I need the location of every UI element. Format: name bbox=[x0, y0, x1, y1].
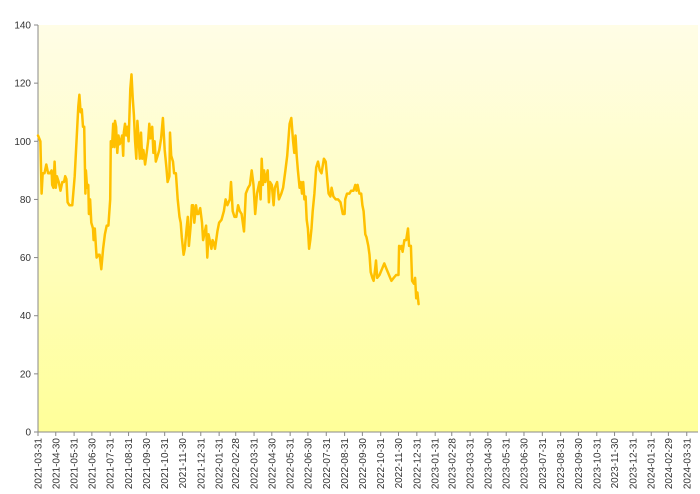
x-tick-label: 2024-03-31 bbox=[682, 438, 693, 490]
x-tick-label: 2022-08-31 bbox=[340, 438, 351, 490]
plot-background bbox=[38, 25, 698, 432]
x-tick-label: 2021-08-31 bbox=[124, 438, 135, 490]
series-group bbox=[36, 73, 420, 306]
x-tick-label: 2023-01-31 bbox=[431, 438, 442, 490]
x-tick-label: 2023-05-31 bbox=[502, 438, 513, 490]
x-tick-label: 2024-01-31 bbox=[647, 438, 658, 490]
x-tick-label: 2021-10-31 bbox=[160, 438, 171, 490]
x-tick-label: 2023-03-31 bbox=[466, 438, 477, 490]
x-tick-label: 2021-05-31 bbox=[70, 438, 81, 490]
x-tick-label: 2023-08-31 bbox=[556, 438, 567, 490]
y-tick-label: 60 bbox=[20, 253, 32, 264]
x-tick-label: 2021-06-30 bbox=[87, 438, 98, 490]
x-tick-label: 2022-12-31 bbox=[412, 438, 423, 490]
x-tick-label: 2022-09-30 bbox=[358, 438, 369, 490]
y-tick-label: 20 bbox=[20, 369, 32, 380]
series-line bbox=[36, 73, 420, 306]
x-tick-label: 2022-04-30 bbox=[267, 438, 278, 490]
x-tick-label: 2023-02-28 bbox=[447, 438, 458, 490]
x-tick-label: 2023-07-31 bbox=[538, 438, 549, 490]
y-tick-label: 100 bbox=[14, 137, 31, 148]
x-tick-label: 2023-04-30 bbox=[483, 438, 494, 490]
x-tick-label: 2021-04-30 bbox=[51, 438, 62, 490]
x-tick-label: 2022-03-31 bbox=[250, 438, 261, 490]
y-tick-label: 140 bbox=[14, 21, 31, 32]
x-tick-label: 2024-02-29 bbox=[664, 438, 675, 490]
x-tick-label: 2021-11-30 bbox=[178, 438, 189, 489]
x-tick-label: 2022-10-31 bbox=[376, 438, 387, 490]
x-tick-label: 2023-11-30 bbox=[610, 438, 621, 489]
x-tick-label: 2023-12-31 bbox=[628, 438, 639, 490]
x-tick-label: 2023-10-31 bbox=[592, 438, 603, 490]
x-tick-label: 2023-09-30 bbox=[574, 438, 585, 490]
x-tick-label: 2022-02-28 bbox=[231, 438, 242, 490]
x-tick-label: 2022-11-30 bbox=[394, 438, 405, 489]
x-tick-label: 2022-01-31 bbox=[215, 438, 226, 490]
x-tick-label: 2022-07-31 bbox=[322, 438, 333, 490]
y-axis-ticks: 0 20 40 60 80 100 120 140 bbox=[14, 21, 38, 439]
x-tick-label: 2022-05-31 bbox=[286, 438, 297, 490]
x-tick-label: 2021-03-31 bbox=[34, 438, 45, 490]
y-tick-label: 40 bbox=[20, 311, 32, 322]
y-tick-label: 0 bbox=[25, 428, 31, 439]
x-tick-label: 2021-12-31 bbox=[196, 438, 207, 490]
y-tick-label: 120 bbox=[14, 79, 31, 90]
y-tick-label: 80 bbox=[20, 195, 32, 206]
x-tick-label: 2022-06-30 bbox=[303, 438, 314, 490]
x-tick-label: 2021-09-30 bbox=[142, 438, 153, 490]
x-tick-label: 2021-07-31 bbox=[106, 438, 117, 490]
x-axis-ticks: 2021-03-31 2021-04-30 2021-05-31 2021-06-30… bbox=[34, 432, 693, 490]
x-tick-label: 2023-06-30 bbox=[519, 438, 530, 490]
